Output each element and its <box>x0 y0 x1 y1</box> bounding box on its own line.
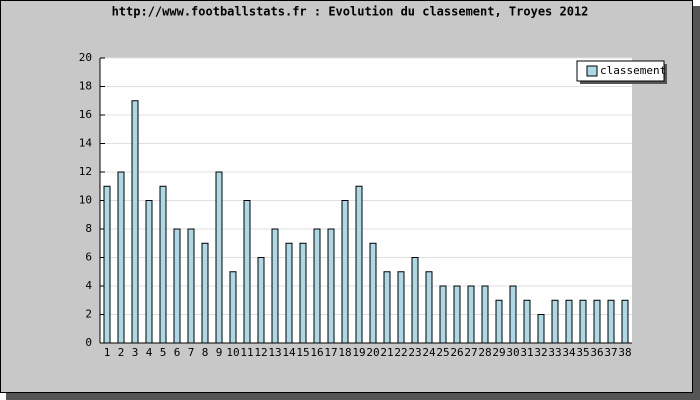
x-tick-label: 19 <box>352 346 365 359</box>
bar <box>173 228 181 344</box>
x-tick-label: 17 <box>324 346 337 359</box>
bar <box>439 285 447 344</box>
legend-label: classement <box>600 64 666 77</box>
x-tick-label: 34 <box>562 346 576 359</box>
bar <box>523 299 531 344</box>
x-tick-label: 20 <box>366 346 379 359</box>
bar <box>551 299 559 344</box>
bar <box>621 299 629 344</box>
x-tick-label: 4 <box>146 346 153 359</box>
bar <box>509 285 517 344</box>
x-tick-label: 38 <box>618 346 631 359</box>
bar <box>215 171 223 344</box>
x-tick-label: 27 <box>464 346 477 359</box>
x-tick-label: 35 <box>576 346 589 359</box>
y-tick-label: 16 <box>79 108 92 121</box>
x-tick-label: 13 <box>268 346 281 359</box>
bar <box>341 200 349 344</box>
bar <box>117 171 125 344</box>
bar <box>327 228 335 344</box>
bar <box>187 228 195 344</box>
bar <box>453 285 461 344</box>
y-tick-label: 14 <box>79 137 93 150</box>
legend-swatch <box>586 65 598 77</box>
chart-title: http://www.footballstats.fr : Evolution … <box>112 5 589 19</box>
legend-box <box>576 60 665 82</box>
x-tick-label: 7 <box>188 346 195 359</box>
x-tick-label: 26 <box>450 346 463 359</box>
bar <box>537 314 545 344</box>
x-tick-label: 28 <box>478 346 491 359</box>
x-tick-label: 33 <box>548 346 561 359</box>
x-tick-label: 5 <box>160 346 167 359</box>
y-tick-label: 20 <box>79 51 92 64</box>
y-tick-label: 2 <box>85 308 92 321</box>
bar <box>565 299 573 344</box>
x-tick-label: 6 <box>174 346 181 359</box>
bar <box>495 299 503 344</box>
bar <box>607 299 615 344</box>
x-tick-label: 9 <box>216 346 223 359</box>
x-tick-label: 14 <box>282 346 296 359</box>
x-tick-label: 1 <box>104 346 111 359</box>
x-tick-label: 31 <box>520 346 533 359</box>
y-tick-label: 10 <box>79 194 92 207</box>
x-tick-label: 15 <box>296 346 309 359</box>
bar <box>593 299 601 344</box>
bar <box>369 242 377 344</box>
x-tick-label: 36 <box>590 346 603 359</box>
x-tick-label: 30 <box>506 346 519 359</box>
bar <box>299 242 307 344</box>
y-tick-label: 8 <box>85 222 92 235</box>
bar <box>313 228 321 344</box>
bar <box>159 185 167 344</box>
x-tick-label: 25 <box>436 346 449 359</box>
x-tick-label: 22 <box>394 346 407 359</box>
bar <box>145 200 153 344</box>
x-tick-label: 11 <box>240 346 253 359</box>
bar <box>481 285 489 344</box>
x-tick-label: 18 <box>338 346 351 359</box>
bar <box>229 271 237 344</box>
x-tick-label: 2 <box>118 346 125 359</box>
bar <box>131 100 139 344</box>
x-tick-label: 3 <box>132 346 139 359</box>
bar <box>397 271 405 344</box>
x-tick-label: 21 <box>380 346 393 359</box>
x-tick-label: 24 <box>422 346 436 359</box>
x-tick-label: 12 <box>254 346 267 359</box>
x-tick-label: 10 <box>226 346 239 359</box>
y-tick-label: 6 <box>85 251 92 264</box>
x-tick-label: 37 <box>604 346 617 359</box>
bar <box>355 185 363 344</box>
bar <box>271 228 279 344</box>
bar <box>383 271 391 344</box>
y-tick-label: 0 <box>85 336 92 349</box>
bar <box>411 257 419 344</box>
bar <box>285 242 293 344</box>
y-tick-label: 18 <box>79 80 92 93</box>
bar <box>467 285 475 344</box>
bar <box>425 271 433 344</box>
x-tick-label: 8 <box>202 346 209 359</box>
x-tick-label: 16 <box>310 346 323 359</box>
bar <box>201 242 209 344</box>
bar <box>257 257 265 344</box>
x-tick-label: 32 <box>534 346 547 359</box>
bar <box>243 200 251 344</box>
x-tick-label: 23 <box>408 346 421 359</box>
bar <box>103 185 111 344</box>
y-tick-label: 4 <box>85 279 92 292</box>
x-tick-label: 29 <box>492 346 505 359</box>
bar <box>579 299 587 344</box>
y-tick-label: 12 <box>79 165 92 178</box>
